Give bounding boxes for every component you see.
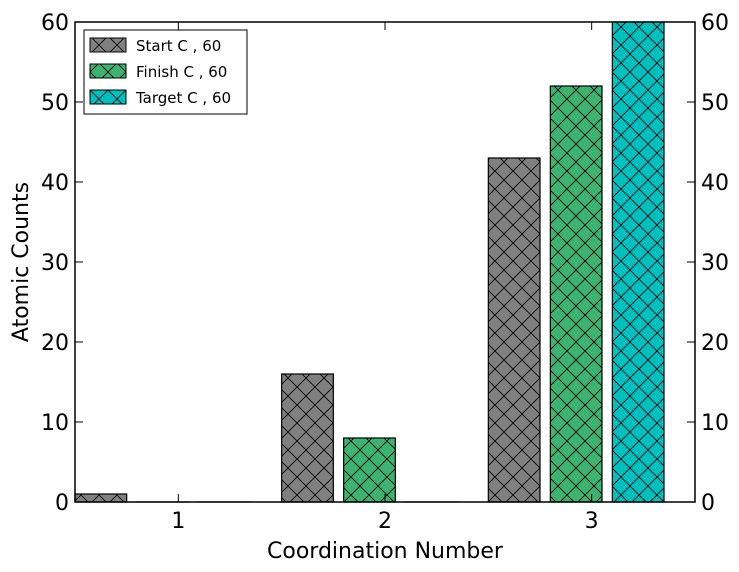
y-tick-label-left: 10 xyxy=(41,411,69,436)
y-tick-label-left: 0 xyxy=(55,491,69,516)
x-tick-label: 3 xyxy=(585,509,599,534)
bar-start-c-60-cat-2 xyxy=(281,373,334,503)
y-tick-label-right: 40 xyxy=(701,171,729,196)
y-tick-label-right: 20 xyxy=(701,331,729,356)
legend-label: Target C , 60 xyxy=(135,89,231,107)
x-tick-label: 2 xyxy=(378,509,392,534)
legend-swatch xyxy=(89,89,127,105)
y-tick-label-right: 0 xyxy=(701,491,715,516)
y-tick-label-left: 40 xyxy=(41,171,69,196)
y-tick-label-right: 10 xyxy=(701,411,729,436)
bar-start-c-60-cat-3 xyxy=(487,157,541,503)
y-tick-label-right: 30 xyxy=(701,251,729,276)
bar-finish-c-60-cat-2 xyxy=(343,437,396,503)
bar-finish-c-60-cat-3 xyxy=(549,85,603,503)
y-tick-label-left: 60 xyxy=(41,11,69,36)
ticks-group: 0 10 20 30 40 50 60 0 10 20 30 40 50 60 1 2 3 xyxy=(41,11,729,534)
y-tick-label-left: 30 xyxy=(41,251,69,276)
y-tick-label-right: 50 xyxy=(701,91,729,116)
bar-target-c-60-cat-3 xyxy=(611,21,665,503)
y-axis-label: Atomic Counts xyxy=(9,182,34,342)
legend-swatch xyxy=(89,63,127,79)
legend-label: Start C , 60 xyxy=(136,37,221,55)
y-tick-label-left: 50 xyxy=(41,91,69,116)
x-tick-label: 1 xyxy=(171,509,185,534)
legend-swatch xyxy=(89,37,127,53)
bar-start-c-60-cat-1 xyxy=(74,493,128,503)
x-axis-label: Coordination Number xyxy=(267,539,504,564)
legend-label: Finish C , 60 xyxy=(136,63,227,81)
bars-group xyxy=(74,21,665,503)
y-tick-label-right: 60 xyxy=(701,11,729,36)
legend: Start C , 60 Finish C , 60 Target C , 60 xyxy=(83,29,248,115)
y-tick-label-left: 20 xyxy=(41,331,69,356)
